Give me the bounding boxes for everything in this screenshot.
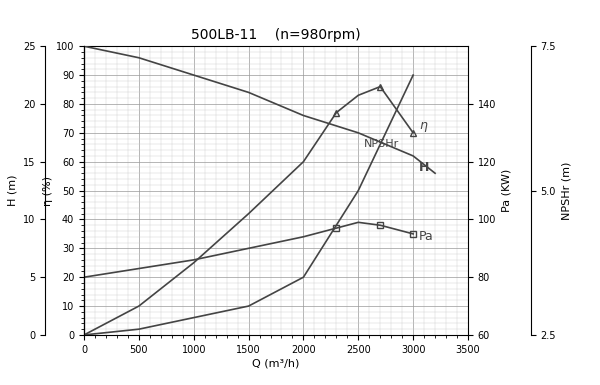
Text: Pa: Pa (419, 230, 433, 243)
Text: H (m): H (m) (7, 175, 17, 206)
Title: 500LB-11    (n=980rpm): 500LB-11 (n=980rpm) (191, 28, 361, 42)
Text: $\eta$: $\eta$ (419, 120, 428, 134)
Y-axis label: Pa (KW): Pa (KW) (502, 169, 512, 212)
Text: η (%): η (%) (43, 176, 53, 206)
X-axis label: Q (m³/h): Q (m³/h) (253, 359, 299, 369)
Text: H: H (419, 161, 429, 174)
Y-axis label: NPSHr (m): NPSHr (m) (561, 161, 571, 220)
Text: NPSHr: NPSHr (364, 139, 399, 149)
